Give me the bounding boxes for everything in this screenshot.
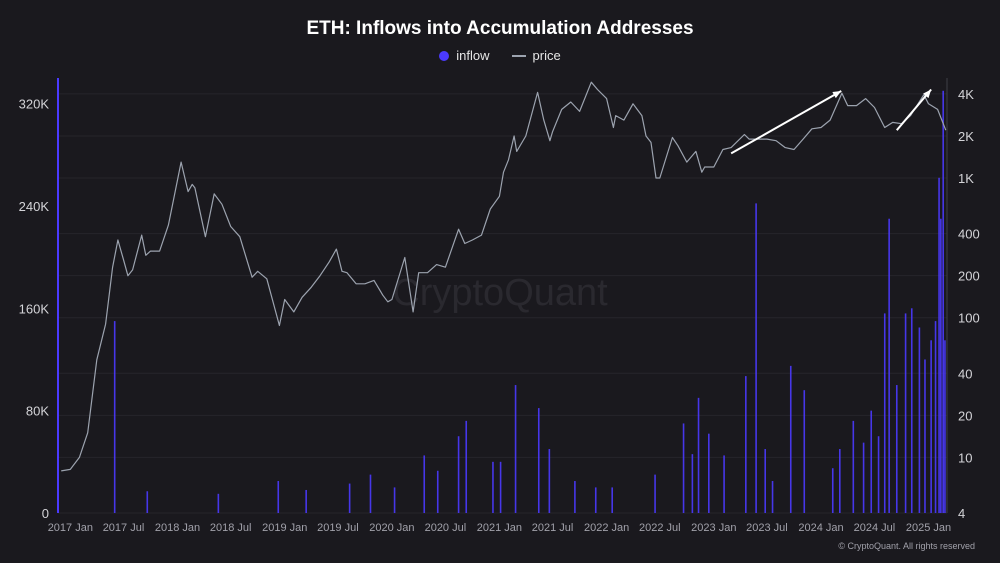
inflow-bar bbox=[146, 491, 149, 513]
inflow-bar bbox=[369, 474, 372, 513]
inflow-bar bbox=[895, 385, 898, 513]
x-tick: 2018 Jan bbox=[155, 522, 200, 534]
inflow-bar bbox=[852, 420, 855, 513]
y-left-tick: 160K bbox=[19, 301, 50, 316]
y-right-tick: 200 bbox=[958, 269, 980, 284]
y-right-tick: 40 bbox=[958, 366, 972, 381]
inflow-bar bbox=[877, 436, 880, 513]
x-tick: 2021 Jul bbox=[532, 522, 574, 534]
inflow-bar bbox=[924, 359, 926, 513]
legend-item-inflow[interactable]: inflow bbox=[439, 48, 490, 63]
y-left-tick: 80K bbox=[26, 404, 49, 419]
x-tick: 2020 Jan bbox=[369, 522, 414, 534]
x-tick: 2020 Jul bbox=[425, 522, 467, 534]
chart-legend: inflow price bbox=[0, 48, 1000, 63]
inflow-bar bbox=[930, 340, 932, 513]
inflow-bar bbox=[944, 340, 946, 513]
x-tick: 2018 Jul bbox=[210, 522, 252, 534]
inflow-bar bbox=[682, 423, 685, 513]
inflow-bar bbox=[764, 449, 767, 513]
inflow-bar bbox=[423, 455, 426, 513]
inflow-bar bbox=[457, 436, 460, 513]
x-tick: 2017 Jul bbox=[103, 522, 145, 534]
legend-swatch-inflow bbox=[439, 50, 450, 61]
y-right-tick: 1K bbox=[958, 171, 974, 186]
inflow-bar bbox=[803, 390, 806, 513]
inflow-bar bbox=[393, 487, 396, 513]
inflow-bar bbox=[888, 218, 890, 513]
inflow-bar bbox=[755, 203, 757, 513]
annotation-arrowhead bbox=[923, 89, 932, 99]
y-right-tick: 400 bbox=[958, 227, 980, 242]
x-tick: 2017 Jan bbox=[48, 522, 93, 534]
legend-label-price: price bbox=[532, 48, 561, 63]
inflow-bar bbox=[465, 420, 468, 513]
inflow-bar bbox=[831, 468, 834, 513]
inflow-bar bbox=[594, 487, 597, 513]
y-right-tick: 20 bbox=[958, 408, 972, 423]
copyright-credit: © CryptoQuant. All rights reserved bbox=[838, 541, 975, 551]
inflow-bar bbox=[348, 483, 351, 513]
x-tick: 2022 Jan bbox=[584, 522, 629, 534]
inflow-bar bbox=[611, 487, 613, 513]
inflow-bar bbox=[940, 218, 942, 513]
inflow-bar bbox=[697, 397, 700, 513]
inflow-bar bbox=[499, 461, 502, 513]
inflow-bar bbox=[113, 321, 116, 513]
inflow-bar bbox=[910, 308, 913, 513]
inflow-bar bbox=[862, 442, 865, 513]
inflow-bar bbox=[723, 455, 725, 513]
y-right-tick: 100 bbox=[958, 311, 980, 326]
chart-title: ETH: Inflows into Accumulation Addresses bbox=[306, 18, 694, 39]
watermark: CryptoQuant bbox=[392, 272, 608, 314]
inflow-bar bbox=[870, 410, 873, 513]
x-tick: 2022 Jul bbox=[639, 522, 681, 534]
inflow-bar bbox=[708, 433, 710, 513]
x-tick: 2025 Jan bbox=[906, 522, 951, 534]
inflow-bar bbox=[654, 474, 656, 513]
x-tick: 2024 Jan bbox=[798, 522, 843, 534]
inflow-bar bbox=[942, 90, 944, 513]
inflow-bar bbox=[492, 461, 494, 513]
inflow-bar bbox=[548, 449, 551, 513]
legend-swatch-price bbox=[511, 54, 526, 57]
inflow-bar bbox=[934, 321, 937, 513]
inflow-bar bbox=[771, 481, 774, 513]
inflow-bar bbox=[217, 493, 220, 513]
inflow-bar bbox=[839, 449, 841, 513]
x-tick: 2019 Jan bbox=[262, 522, 307, 534]
inflow-bar bbox=[918, 327, 921, 513]
x-tick: 2023 Jul bbox=[746, 522, 788, 534]
y-right-tick: 2K bbox=[958, 129, 974, 144]
annotation-arrowhead bbox=[832, 90, 842, 99]
inflow-bar bbox=[904, 313, 907, 513]
y-left-tick: 320K bbox=[19, 97, 50, 112]
inflow-bar bbox=[574, 481, 576, 513]
inflow-bar bbox=[514, 385, 517, 513]
annotation-arrow bbox=[896, 88, 932, 131]
price-line bbox=[61, 81, 947, 472]
inflow-bar bbox=[883, 313, 886, 513]
annotation-arrow bbox=[730, 90, 842, 155]
legend-item-price[interactable]: price bbox=[511, 48, 561, 63]
inflow-bar bbox=[745, 376, 747, 513]
inflow-bar bbox=[305, 489, 307, 513]
inflow-bar bbox=[691, 454, 694, 513]
inflow-bar bbox=[938, 177, 940, 513]
x-tick: 2024 Jul bbox=[854, 522, 896, 534]
inflow-bar bbox=[436, 470, 439, 513]
inflow-bar bbox=[277, 481, 280, 513]
y-left-tick: 0 bbox=[42, 506, 49, 521]
x-tick: 2023 Jan bbox=[691, 522, 736, 534]
inflow-bar bbox=[537, 408, 540, 513]
y-left-tick: 240K bbox=[19, 199, 50, 214]
y-right-tick: 10 bbox=[958, 450, 972, 465]
x-tick: 2021 Jan bbox=[477, 522, 522, 534]
inflow-bar bbox=[789, 365, 792, 513]
y-right-tick: 4 bbox=[958, 506, 965, 521]
x-tick: 2019 Jul bbox=[317, 522, 359, 534]
y-right-tick: 4K bbox=[958, 87, 974, 102]
legend-label-inflow: inflow bbox=[456, 48, 490, 63]
